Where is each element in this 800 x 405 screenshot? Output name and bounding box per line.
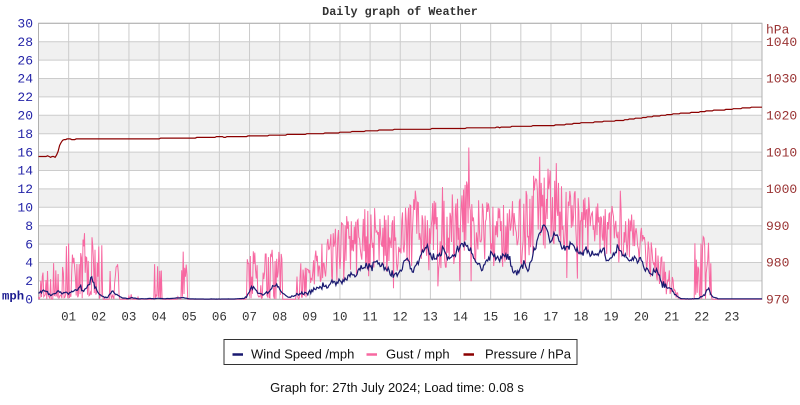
svg-text:mph: mph (2, 290, 24, 304)
svg-text:14: 14 (17, 164, 33, 179)
svg-text:08: 08 (272, 311, 287, 325)
svg-text:24: 24 (17, 72, 33, 87)
svg-text:05: 05 (182, 311, 197, 325)
svg-text:09: 09 (302, 311, 317, 325)
svg-text:21: 21 (664, 311, 679, 325)
svg-text:1000: 1000 (766, 182, 797, 197)
svg-text:22: 22 (17, 90, 33, 105)
svg-text:17: 17 (543, 311, 558, 325)
svg-text:6: 6 (25, 237, 33, 252)
svg-text:970: 970 (766, 293, 789, 308)
svg-text:10: 10 (332, 311, 347, 325)
svg-text:12: 12 (17, 182, 33, 197)
svg-text:13: 13 (423, 311, 438, 325)
svg-text:1020: 1020 (766, 109, 797, 124)
svg-text:16: 16 (17, 145, 33, 160)
svg-text:4: 4 (25, 256, 33, 271)
svg-text:07: 07 (242, 311, 257, 325)
svg-text:03: 03 (121, 311, 136, 325)
svg-text:26: 26 (17, 53, 33, 68)
svg-text:Wind Speed /mph: Wind Speed /mph (251, 347, 354, 362)
svg-text:11: 11 (363, 311, 378, 325)
svg-text:0: 0 (25, 293, 33, 308)
svg-text:15: 15 (483, 311, 498, 325)
svg-text:1010: 1010 (766, 145, 797, 160)
svg-text:20: 20 (634, 311, 649, 325)
svg-text:01: 01 (61, 311, 76, 325)
svg-text:18: 18 (574, 311, 589, 325)
svg-text:Daily graph of Weather: Daily graph of Weather (322, 5, 478, 19)
svg-text:1030: 1030 (766, 72, 797, 87)
svg-text:990: 990 (766, 219, 789, 234)
svg-text:10: 10 (17, 201, 33, 216)
svg-text:18: 18 (17, 127, 33, 142)
svg-text:04: 04 (152, 311, 167, 325)
svg-text:2: 2 (25, 274, 33, 289)
svg-text:06: 06 (212, 311, 227, 325)
svg-text:1040: 1040 (766, 35, 797, 50)
svg-text:19: 19 (604, 311, 619, 325)
svg-text:8: 8 (25, 219, 33, 234)
svg-text:30: 30 (17, 17, 33, 32)
svg-text:02: 02 (91, 311, 106, 325)
svg-text:28: 28 (17, 35, 33, 50)
svg-text:20: 20 (17, 109, 33, 124)
svg-text:12: 12 (393, 311, 408, 325)
svg-text:Pressure / hPa: Pressure / hPa (485, 347, 572, 362)
svg-text:16: 16 (513, 311, 528, 325)
svg-text:980: 980 (766, 256, 789, 271)
svg-text:Gust / mph: Gust / mph (386, 347, 450, 362)
svg-text:14: 14 (453, 311, 468, 325)
svg-text:Graph for: 27th July 2024; Loa: Graph for: 27th July 2024; Load time: 0.… (270, 380, 524, 395)
svg-text:23: 23 (724, 311, 739, 325)
svg-text:22: 22 (694, 311, 709, 325)
svg-text:hPa: hPa (766, 23, 790, 38)
